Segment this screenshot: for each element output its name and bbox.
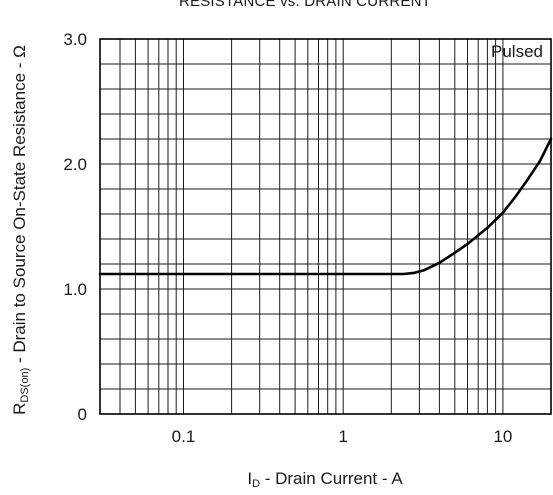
y-axis-label-rest: - Drain to Source On-State Resistance - … <box>10 45 29 368</box>
x-axis-label: ID - Drain Current - A <box>247 469 403 490</box>
y-axis-label-main: R <box>10 403 29 415</box>
resistance-curve <box>98 137 553 276</box>
y-tick-label: 3.0 <box>63 30 87 49</box>
y-axis-label: RDS(on) - Drain to Source On-State Resis… <box>10 45 31 415</box>
y-tick-label: 2.0 <box>63 155 87 174</box>
grid-layer <box>100 39 551 414</box>
label-layer: 0 1.0 2.0 3.0 0.1 1 10 <box>63 30 512 446</box>
plot-frame <box>99 38 552 415</box>
chart-title: RESISTANCE vs. DRAIN CURRENT <box>179 0 431 10</box>
y-tick-label: 0 <box>78 405 87 424</box>
curve-layer <box>98 137 553 276</box>
y-tick-label: 1.0 <box>63 280 87 299</box>
x-axis-label-main: I <box>247 469 252 488</box>
frame-layer <box>99 38 552 415</box>
x-axis-label-subscript: D <box>252 478 260 490</box>
pulsed-annotation: Pulsed <box>491 42 543 61</box>
x-tick-label: 0.1 <box>172 427 196 446</box>
y-axis-label-subscript: DS(on) <box>19 368 31 403</box>
x-axis-label-rest: - Drain Current - A <box>260 469 403 488</box>
x-tick-label: 1 <box>338 427 347 446</box>
x-tick-label: 10 <box>493 427 512 446</box>
